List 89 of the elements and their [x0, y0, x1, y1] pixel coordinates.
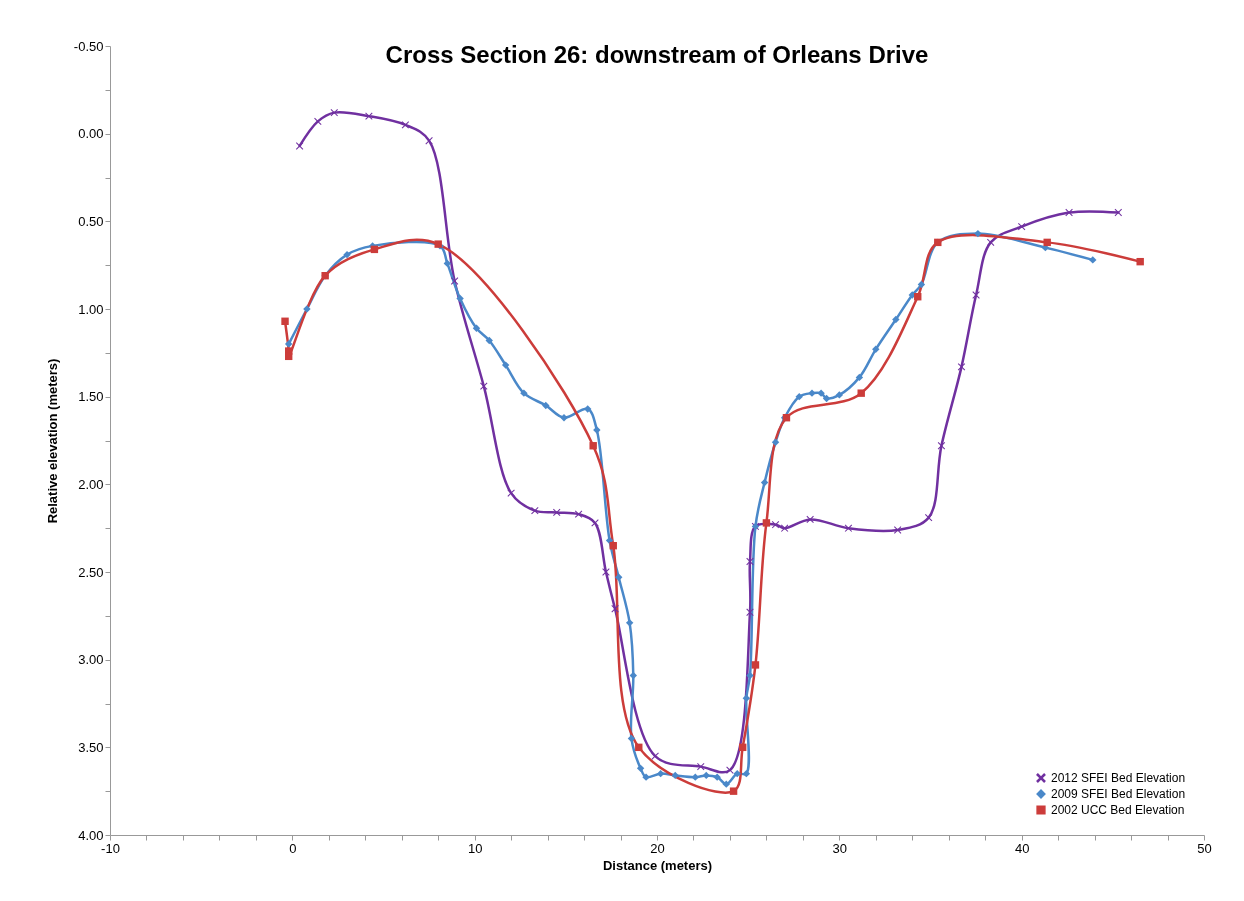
x-tick-label: -10 — [101, 840, 120, 856]
point — [574, 510, 583, 518]
y-tick-label: 3.50 — [78, 739, 104, 755]
point — [295, 142, 304, 150]
point — [974, 229, 982, 238]
y-tick-label: 1.50 — [78, 389, 104, 405]
point — [742, 769, 751, 778]
point — [589, 442, 597, 450]
point — [795, 392, 803, 401]
point — [722, 780, 730, 788]
point — [806, 515, 814, 524]
point — [1136, 257, 1144, 266]
point — [456, 294, 464, 303]
point — [1089, 256, 1097, 264]
point — [656, 769, 665, 778]
y-axis-title: Relative elevation (meters) — [44, 358, 60, 524]
point — [472, 324, 481, 332]
y-tick-label: 0.50 — [78, 213, 104, 229]
point — [501, 361, 510, 369]
point — [584, 405, 592, 413]
y-tick-label: 2.00 — [78, 476, 104, 492]
legend-label: 2009 SFEI Bed Elevation — [1051, 787, 1186, 801]
y-tick-label: 0.00 — [78, 126, 104, 142]
point — [485, 336, 493, 345]
point — [742, 694, 751, 702]
x-tick-label: 30 — [832, 840, 848, 856]
point — [746, 608, 754, 617]
point — [531, 506, 539, 515]
x-tick-label: 40 — [1014, 840, 1030, 856]
y-tick-label: 4.00 — [78, 827, 104, 843]
point — [835, 391, 844, 399]
point — [924, 513, 933, 522]
point — [343, 250, 351, 259]
point — [1065, 208, 1073, 217]
x-tick-label: 50 — [1197, 840, 1212, 856]
point — [651, 752, 659, 760]
point — [691, 773, 699, 781]
point — [330, 108, 338, 117]
point — [822, 394, 831, 403]
point — [425, 136, 433, 145]
point — [615, 573, 623, 581]
point — [401, 121, 410, 129]
point — [986, 238, 995, 247]
point — [281, 317, 289, 325]
point — [629, 671, 637, 680]
point — [762, 519, 771, 527]
y-tick-label: 1.00 — [78, 301, 104, 317]
y-tick-label: 3.00 — [78, 652, 104, 668]
point — [917, 280, 926, 289]
point — [627, 734, 636, 743]
point — [553, 508, 561, 517]
legend-label: 2012 SFEI Bed Elevation — [1051, 771, 1186, 785]
point — [733, 769, 741, 778]
point — [729, 787, 738, 795]
chart-title: Cross Section 26: downstream of Orleans Drive — [385, 41, 929, 68]
point — [780, 524, 789, 532]
x-tick-label: 10 — [467, 840, 483, 856]
point — [702, 771, 710, 780]
point — [560, 414, 568, 422]
point — [542, 401, 550, 410]
point — [872, 345, 880, 354]
point — [697, 762, 705, 771]
point — [1043, 238, 1051, 247]
legend-label: 2002 UCC Bed Elevation — [1051, 803, 1185, 817]
point — [625, 619, 634, 627]
point — [450, 277, 459, 285]
point — [671, 771, 679, 780]
x-tick-label: 20 — [650, 840, 665, 856]
point — [855, 373, 864, 382]
point — [284, 340, 293, 348]
y-tick-label: -0.50 — [73, 38, 104, 54]
point — [751, 661, 760, 669]
point — [844, 524, 853, 532]
point — [760, 478, 769, 487]
x-tick-label: 0 — [289, 840, 297, 856]
point — [713, 773, 721, 781]
point — [937, 442, 946, 450]
point — [314, 117, 322, 126]
point — [957, 363, 966, 371]
y-tick-label: 2.50 — [78, 564, 104, 580]
point — [443, 259, 452, 268]
point — [857, 389, 865, 397]
point — [892, 315, 900, 324]
point — [636, 764, 645, 773]
point — [746, 557, 754, 566]
x-axis-title: Distance (meters) — [602, 857, 713, 873]
point — [893, 526, 902, 534]
point — [771, 438, 780, 446]
point — [480, 382, 488, 390]
